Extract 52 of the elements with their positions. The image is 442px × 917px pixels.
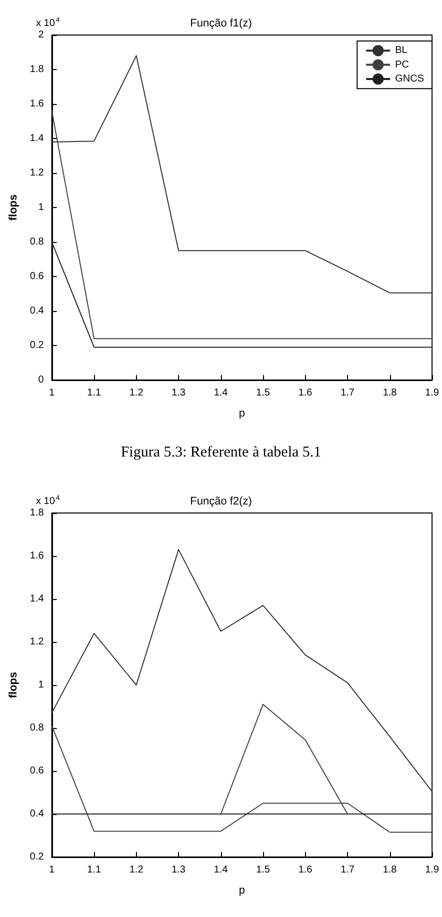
x-tick-label: 1.2 <box>129 864 144 876</box>
line-series <box>51 549 433 792</box>
x-tick-label: 1.7 <box>340 388 355 398</box>
y-tick-label: 0.6 <box>30 271 44 282</box>
y-tick-label: 1.8 <box>30 64 44 75</box>
x-axis-title: p <box>238 884 245 896</box>
y-tick-label: 1.8 <box>30 508 44 518</box>
y-tick-label: 1.4 <box>30 594 44 604</box>
x-tick-label: 1.2 <box>129 388 144 398</box>
legend-label: BL <box>395 45 408 56</box>
y-axis-title: flops <box>8 194 20 221</box>
y-tick-label: 1.6 <box>30 98 44 110</box>
x-tick-label: 1.7 <box>340 864 355 876</box>
y-tick-label: 1.2 <box>30 636 44 648</box>
x-tick-label: 1.1 <box>87 388 102 398</box>
x-tick-label: 1.8 <box>382 864 398 876</box>
line-series <box>51 55 433 294</box>
x-tick-label: 1.5 <box>256 388 270 398</box>
legend-label: PC <box>395 59 410 70</box>
x-tick-label: 1.3 <box>172 388 186 398</box>
y-tick-label: 0.4 <box>30 306 44 316</box>
y-tick-label: 1.6 <box>30 550 44 562</box>
y-tick-label: 2 <box>38 30 44 40</box>
y-axis-title: flops <box>8 672 20 698</box>
x-tick-label: 1.6 <box>298 864 313 876</box>
x-tick-label: 1.5 <box>256 864 270 876</box>
x-axis-title: p <box>238 408 245 420</box>
y-tick-label: 0.2 <box>30 852 44 862</box>
x-tick-label: 1.9 <box>425 388 440 398</box>
x-tick-label: 1.4 <box>214 864 228 876</box>
x-tick-label: 1 <box>49 864 56 876</box>
y-tick-label: 1 <box>38 680 44 690</box>
x-tick-label: 1.9 <box>425 864 440 876</box>
x-tick-label: 1.8 <box>382 388 398 398</box>
y-tick-label: 1.2 <box>30 168 44 178</box>
x-tick-label: 1.4 <box>214 388 228 398</box>
y-tick-label: 0.4 <box>30 808 44 820</box>
x-tick-label: 1.1 <box>87 864 102 876</box>
y-tick-label: 1 <box>38 202 44 213</box>
chart-title: Função f2(z) <box>190 496 252 508</box>
y-tick-label: 0.8 <box>30 236 44 248</box>
y-tick-label: 1.4 <box>30 133 44 144</box>
chart-title: Função f1(z) <box>190 18 252 30</box>
legend-label: GNCS <box>395 74 424 84</box>
x-tick-label: 1.3 <box>172 864 186 876</box>
y-tick-label: 0.2 <box>30 340 44 351</box>
text: Figura 5.3: Referente à tabela 5.1 <box>120 444 322 460</box>
x-tick-label: 1 <box>49 388 56 398</box>
y-tick-label: 0 <box>38 374 44 386</box>
y-tick-label: 0.6 <box>30 766 44 776</box>
y-tick-label: 0.8 <box>30 722 44 734</box>
x-tick-label: 1.6 <box>298 388 313 398</box>
